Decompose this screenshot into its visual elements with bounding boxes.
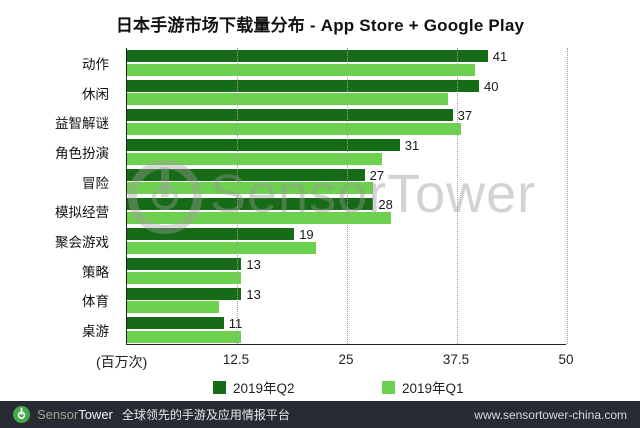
- bar-2019q2: [127, 50, 488, 62]
- legend-swatch: [213, 380, 226, 394]
- category-label: 冒险: [82, 175, 109, 191]
- bar-2019q2: [127, 79, 479, 92]
- bar-2019q1: [127, 301, 220, 314]
- bar-2019q1: [127, 271, 242, 284]
- x-axis-unit-label: (百万次): [96, 354, 148, 370]
- x-axis-tick-label: 50: [558, 352, 574, 367]
- bar-2019q2: [127, 109, 453, 122]
- x-axis-tick-label: 25: [338, 352, 354, 367]
- gridline: [347, 48, 348, 344]
- legend-label: 2019年Q2: [233, 381, 295, 396]
- bar-2019q1: [127, 93, 449, 106]
- bar-2019q1: [127, 182, 374, 195]
- bar-2019q1: [127, 212, 391, 225]
- bar-value-label: 41: [492, 49, 508, 64]
- bar-2019q2: [127, 139, 400, 152]
- bar-value-label: 40: [484, 78, 499, 94]
- bar-2019q1: [127, 152, 383, 165]
- footer-brand-tower: Tower: [78, 407, 113, 422]
- bar-2019q2: [127, 228, 295, 241]
- footer-brand: SensorTower: [37, 407, 113, 422]
- bar-value-label: 13: [246, 286, 261, 302]
- footer-brand-sensor: Sensor: [37, 407, 79, 422]
- y-axis-category-labels: 动作休闲益智解谜角色扮演冒险模拟经营聚会游戏策略体育桌游: [0, 48, 118, 345]
- bar-group: 28: [127, 196, 566, 226]
- bar-2019q1: [127, 123, 462, 136]
- chart-title: 日本手游市场下载量分布 - App Store + Google Play: [115, 16, 525, 35]
- bar-2019q1: [127, 330, 242, 343]
- bar-2019q2: [127, 198, 374, 211]
- bar-group: 27: [127, 167, 566, 197]
- bar-value-label: 27: [369, 167, 385, 183]
- bar-value-label: 11: [228, 316, 243, 332]
- footer-bar: SensorTower 全球领先的手游及应用情报平台 www.sensortow…: [0, 401, 640, 428]
- category-label: 角色扮演: [55, 145, 109, 161]
- bar-2019q1: [127, 241, 317, 254]
- gridline: [457, 48, 458, 344]
- bar-2019q2: [127, 257, 242, 270]
- legend-item: 2019年Q2: [213, 377, 295, 397]
- bar-value-label: 31: [404, 138, 420, 154]
- category-label: 体育: [82, 294, 109, 310]
- category-label: 桌游: [82, 324, 109, 340]
- bar-group: 19: [127, 226, 566, 256]
- bar-value-label: 19: [299, 227, 314, 243]
- bar-group: 37: [127, 107, 566, 137]
- bar-2019q1: [127, 63, 475, 76]
- category-label: 动作: [82, 56, 109, 72]
- bar-value-label: 37: [457, 108, 473, 124]
- bar-group: 13: [127, 256, 566, 286]
- x-axis-tick-label: 12.5: [222, 352, 250, 367]
- bar-value-label: 28: [378, 197, 393, 213]
- category-label: 模拟经营: [55, 205, 109, 221]
- bar-group: 11: [127, 315, 566, 345]
- sensortower-logo-icon: [13, 406, 30, 423]
- footer-tagline: 全球领先的手游及应用情报平台: [121, 408, 290, 422]
- footer-url-link[interactable]: www.sensortower-china.com: [474, 407, 627, 422]
- category-label: 策略: [82, 264, 109, 280]
- bar-2019q2: [127, 317, 224, 330]
- legend-swatch: [382, 380, 395, 394]
- bar-group: 31: [127, 137, 566, 167]
- legend-item: 2019年Q1: [382, 377, 464, 397]
- bar-2019q2: [127, 287, 242, 300]
- category-label: 休闲: [82, 86, 109, 102]
- legend-label: 2019年Q1: [402, 381, 464, 396]
- bar-group: 41: [127, 48, 566, 78]
- bar-group: 40: [127, 78, 566, 108]
- bar-group: 13: [127, 286, 566, 316]
- gridline: [237, 48, 238, 344]
- plot-area: 41 40 37 31 27 28 19 13 13 11: [126, 48, 568, 345]
- gridline: [567, 48, 568, 344]
- bar-2019q2: [127, 168, 365, 181]
- bar-value-label: 13: [246, 256, 261, 272]
- category-label: 聚会游戏: [55, 234, 109, 250]
- category-label: 益智解谜: [55, 116, 109, 132]
- x-axis-tick-label: 37.5: [442, 352, 470, 367]
- bar-rows: 41 40 37 31 27 28 19 13 13 11: [127, 48, 566, 344]
